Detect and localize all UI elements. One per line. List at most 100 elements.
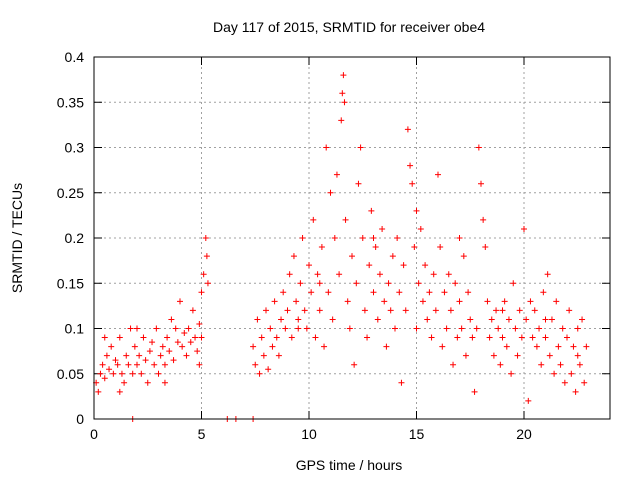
data-point: [203, 253, 210, 260]
data-point: [514, 352, 521, 359]
data-point: [269, 343, 276, 350]
data-point: [290, 253, 297, 260]
data-point: [134, 361, 140, 368]
data-point: [310, 216, 317, 223]
data-point: [183, 352, 190, 359]
data-point: [576, 361, 583, 368]
data-point: [325, 289, 332, 296]
data-point: [415, 280, 422, 287]
data-point: [316, 307, 323, 314]
data-point: [321, 343, 328, 350]
data-point: [542, 316, 549, 323]
data-point: [503, 343, 510, 350]
data-point: [185, 325, 192, 332]
data-point: [458, 325, 465, 332]
y-tick-label: 0.35: [57, 94, 84, 110]
data-point: [112, 357, 119, 364]
data-point: [110, 370, 117, 377]
grid: [94, 57, 610, 419]
data-point: [366, 262, 373, 269]
data-point: [140, 334, 147, 341]
data-point: [579, 316, 586, 323]
data-point: [333, 171, 340, 178]
data-point: [202, 235, 209, 241]
data-point: [422, 262, 429, 269]
data-point: [544, 271, 551, 278]
data-point: [168, 316, 175, 323]
data-point: [570, 343, 577, 350]
data-point: [529, 334, 536, 341]
data-point: [254, 316, 261, 323]
data-point: [260, 352, 267, 359]
y-tick-label: 0.05: [57, 366, 84, 382]
data-point: [101, 375, 108, 382]
data-point: [189, 307, 196, 314]
data-point: [488, 316, 495, 323]
axis-ticks: 0 0.05 0.1 0.15 0.2 0.25 0.3 0.35 0.4 0 5 10 15 20: [57, 49, 610, 442]
x-tick-label: 0: [90, 426, 98, 442]
data-point: [170, 357, 177, 364]
data-point: [499, 334, 506, 341]
data-point: [497, 361, 504, 368]
data-point: [174, 339, 181, 346]
data-point: [125, 361, 132, 368]
data-point: [250, 343, 257, 350]
data-point: [108, 343, 115, 350]
data-point: [374, 316, 381, 323]
data-point: [512, 325, 519, 332]
x-tick-label: 10: [301, 426, 317, 442]
data-point: [428, 334, 435, 341]
data-point: [155, 370, 162, 377]
data-point: [181, 330, 188, 337]
data-point: [475, 144, 482, 151]
data-point: [490, 352, 497, 359]
data-point: [103, 352, 110, 359]
plot-frame: [93, 56, 611, 420]
data-point: [341, 99, 348, 106]
data-point: [196, 320, 203, 327]
data-point: [280, 289, 287, 296]
data-point: [136, 352, 143, 359]
data-point: [478, 180, 484, 187]
data-point: [542, 334, 549, 341]
data-point: [564, 334, 570, 341]
data-point: [134, 325, 140, 332]
data-point: [376, 271, 383, 278]
data-point: [413, 325, 420, 332]
data-point: [407, 162, 414, 169]
data-point: [480, 216, 487, 223]
data-point: [430, 271, 437, 278]
data-point: [383, 343, 390, 350]
data-point: [443, 325, 450, 332]
data-point: [370, 289, 377, 296]
data-point: [392, 325, 398, 332]
data-point: [396, 289, 403, 296]
data-point: [400, 262, 407, 269]
data-point: [372, 244, 379, 251]
data-point: [116, 334, 123, 341]
data-point: [456, 298, 463, 305]
data-point: [159, 343, 166, 350]
data-point: [499, 307, 506, 314]
data-point: [516, 307, 523, 314]
data-point: [583, 343, 590, 350]
data-point: [187, 339, 194, 346]
data-point: [521, 225, 527, 232]
data-point: [344, 298, 351, 305]
data-point: [256, 370, 263, 377]
data-point: [144, 379, 151, 386]
data-point: [411, 244, 418, 251]
data-point: [172, 325, 179, 332]
data-point: [314, 271, 321, 278]
data-point: [536, 325, 543, 332]
data-point: [95, 388, 102, 395]
data-point: [357, 144, 364, 151]
data-point: [493, 307, 500, 314]
data-point: [297, 280, 304, 287]
data-point: [486, 334, 493, 341]
data-point: [142, 357, 149, 364]
data-point: [101, 334, 108, 341]
data-point: [467, 316, 474, 323]
data-point: [204, 280, 211, 287]
